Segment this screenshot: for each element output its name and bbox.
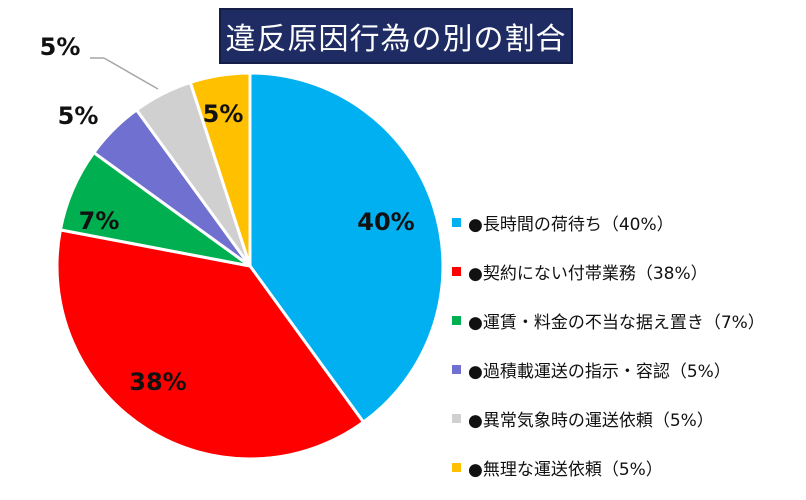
legend-item: ●長時間の荷待ち（40%） xyxy=(452,198,804,247)
data-label: 5% xyxy=(40,33,81,61)
legend-item: ●異常気象時の運送依頼（5%） xyxy=(452,394,804,443)
data-label: 5% xyxy=(58,102,99,130)
legend-item: ●過積載運送の指示・容認（5%） xyxy=(452,345,804,394)
legend-label: ●契約にない付帯業務（38%） xyxy=(468,264,708,284)
legend-item: ●無理な運送依頼（5%） xyxy=(452,443,804,492)
legend-swatch xyxy=(452,463,461,472)
data-label: 5% xyxy=(203,100,244,128)
legend-swatch xyxy=(452,267,461,276)
legend-label: ●長時間の荷待ち（40%） xyxy=(468,215,674,235)
data-label: 38% xyxy=(129,368,186,396)
legend-swatch xyxy=(452,365,461,374)
data-label: 7% xyxy=(79,207,120,235)
legend-label: ●過積載運送の指示・容認（5%） xyxy=(468,362,731,382)
legend-swatch xyxy=(452,316,461,325)
chart-title: 違反原因行為の別の割合 xyxy=(225,22,567,57)
legend-swatch xyxy=(452,218,461,227)
legend-label: ●無理な運送依頼（5%） xyxy=(468,460,663,480)
leader-line xyxy=(103,57,159,90)
legend-swatch xyxy=(452,414,461,423)
chart-title-box: 違反原因行為の別の割合 xyxy=(219,8,573,64)
pie-slice xyxy=(188,71,252,268)
data-label: 40% xyxy=(357,208,414,236)
pie-slice xyxy=(248,71,445,424)
legend-item: ●契約にない付帯業務（38%） xyxy=(452,247,804,296)
legend-item: ●運賃・料金の不当な据え置き（7%） xyxy=(452,296,804,345)
pie-slice xyxy=(55,228,365,461)
legend-label: ●運賃・料金の不当な据え置き（7%） xyxy=(468,313,765,333)
legend: ●長時間の荷待ち（40%） ●契約にない付帯業務（38%） ●運賃・料金の不当な… xyxy=(452,198,804,492)
legend-label: ●異常気象時の運送依頼（5%） xyxy=(468,411,714,431)
